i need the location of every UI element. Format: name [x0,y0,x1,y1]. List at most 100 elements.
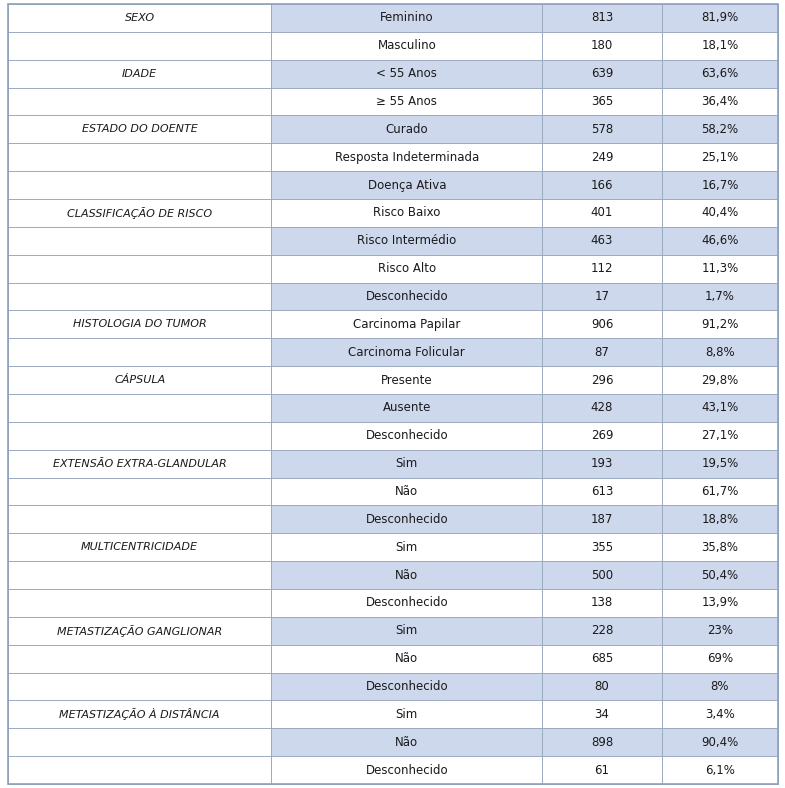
Bar [8,505,272,533]
Text: Carcinoma Papilar: Carcinoma Papilar [353,318,461,331]
Bar [272,199,778,227]
Bar [272,338,778,366]
Bar [272,505,778,533]
Bar [8,115,272,143]
Text: EXTENSÃO EXTRA-GLANDULAR: EXTENSÃO EXTRA-GLANDULAR [53,459,227,469]
Text: 80: 80 [595,680,609,693]
Bar [272,701,778,728]
Text: Desconhecido: Desconhecido [366,429,448,442]
Text: Sim: Sim [396,708,418,721]
Bar [8,171,272,199]
Text: 8,8%: 8,8% [705,346,735,359]
Bar [272,255,778,283]
Text: Masculino: Masculino [378,39,436,52]
Text: Não: Não [396,652,418,665]
Text: 29,8%: 29,8% [701,374,739,387]
Bar [8,589,272,617]
Text: MULTICENTRICIDADE: MULTICENTRICIDADE [81,542,198,552]
Text: 58,2%: 58,2% [701,123,739,136]
Bar [272,310,778,338]
Text: 639: 639 [591,67,613,80]
Text: 1,7%: 1,7% [705,290,735,303]
Text: Risco Intermédio: Risco Intermédio [357,234,457,247]
Text: 40,4%: 40,4% [701,206,739,219]
Text: 27,1%: 27,1% [701,429,739,442]
Text: 16,7%: 16,7% [701,179,739,191]
Text: 228: 228 [591,624,613,637]
Bar [272,533,778,561]
Text: HISTOLOGIA DO TUMOR: HISTOLOGIA DO TUMOR [73,319,206,329]
Bar [272,589,778,617]
Text: 463: 463 [591,234,613,247]
Bar [8,701,272,728]
Bar [8,60,272,87]
Text: CLASSIFICAÇÃO DE RISCO: CLASSIFICAÇÃO DE RISCO [67,207,212,219]
Text: 898: 898 [591,736,613,749]
Text: 19,5%: 19,5% [701,457,739,470]
Bar [8,673,272,701]
Bar [8,756,272,784]
Text: 35,8%: 35,8% [701,541,739,554]
Bar [8,87,272,115]
Bar [272,673,778,701]
Text: IDADE: IDADE [122,69,157,79]
Bar [8,561,272,589]
Text: 365: 365 [591,95,613,108]
Text: 36,4%: 36,4% [701,95,739,108]
Text: 18,8%: 18,8% [701,513,739,526]
Text: Presente: Presente [381,374,433,387]
Text: Resposta Indeterminada: Resposta Indeterminada [334,151,479,164]
Text: Sim: Sim [396,541,418,554]
Text: 61,7%: 61,7% [701,485,739,498]
Bar [8,227,272,255]
Text: METASTIZAÇÃO GANGLIONAR: METASTIZAÇÃO GANGLIONAR [57,625,222,637]
Bar [272,450,778,478]
Text: Desconhecido: Desconhecido [366,597,448,609]
Text: 813: 813 [591,12,613,24]
Bar [272,4,778,32]
Text: 166: 166 [591,179,613,191]
Text: 91,2%: 91,2% [701,318,739,331]
Bar [272,32,778,60]
Text: 500: 500 [591,569,613,582]
Bar [8,255,272,283]
Text: 90,4%: 90,4% [701,736,739,749]
Bar [272,478,778,505]
Bar [272,561,778,589]
Text: 25,1%: 25,1% [701,151,739,164]
Text: 18,1%: 18,1% [701,39,739,52]
Bar [8,645,272,673]
Text: 180: 180 [591,39,613,52]
Bar [8,338,272,366]
Text: 401: 401 [591,206,613,219]
Text: Ausente: Ausente [382,401,431,414]
Text: Não: Não [396,485,418,498]
Bar [272,394,778,422]
Text: 138: 138 [591,597,613,609]
Text: METASTIZAÇÃO À DISTÂNCIA: METASTIZAÇÃO À DISTÂNCIA [60,708,220,720]
Text: Sim: Sim [396,624,418,637]
Bar [272,60,778,87]
Text: Desconhecido: Desconhecido [366,764,448,776]
Text: 112: 112 [591,262,613,275]
Text: 11,3%: 11,3% [701,262,739,275]
Text: 3,4%: 3,4% [705,708,735,721]
Text: 187: 187 [591,513,613,526]
Text: 249: 249 [591,151,613,164]
Text: Risco Baixo: Risco Baixo [373,206,440,219]
Text: 578: 578 [591,123,613,136]
Text: 61: 61 [594,764,610,776]
Bar [272,422,778,450]
Text: 613: 613 [591,485,613,498]
Text: ESTADO DO DOENTE: ESTADO DO DOENTE [82,125,198,135]
Bar [8,617,272,645]
Bar [8,533,272,561]
Bar [272,617,778,645]
Text: 355: 355 [591,541,613,554]
Text: 17: 17 [594,290,610,303]
Text: 685: 685 [591,652,613,665]
Bar [272,143,778,171]
Bar [272,645,778,673]
Bar [8,143,272,171]
Bar [8,366,272,394]
